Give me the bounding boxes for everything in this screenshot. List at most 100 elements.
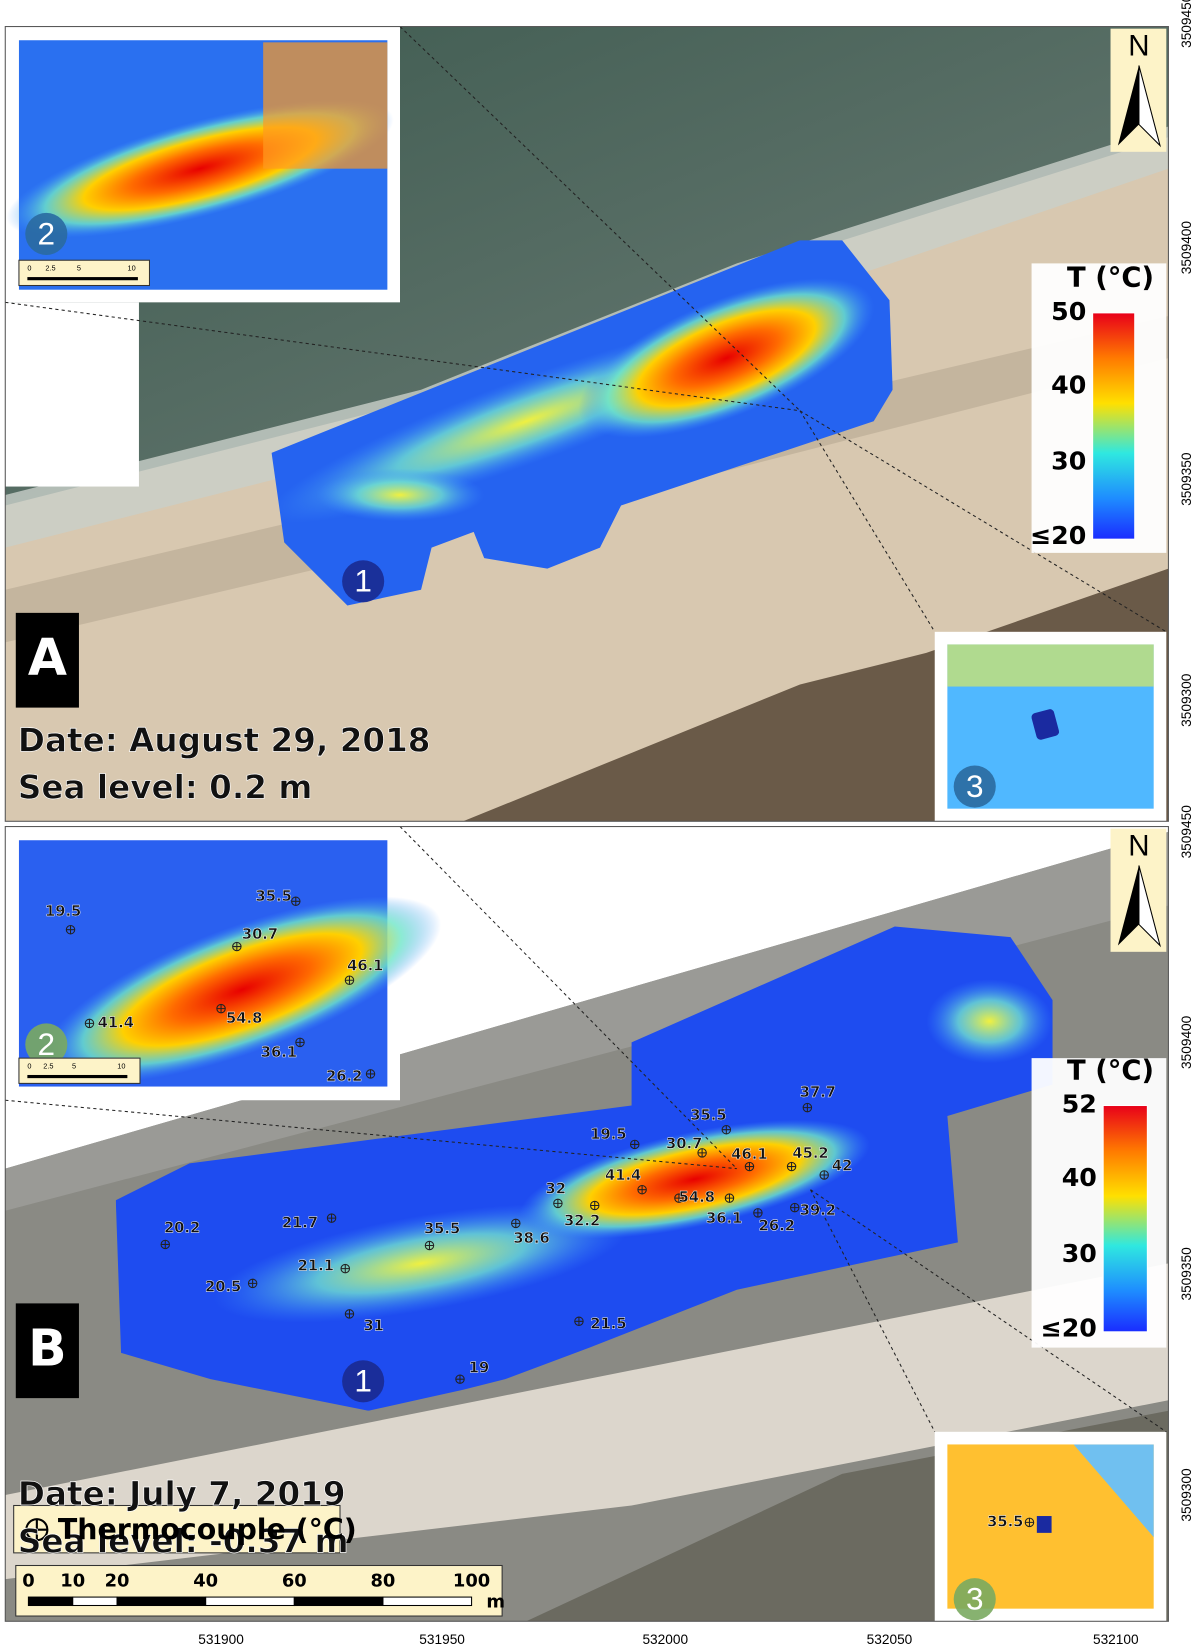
north-arrow — [1138, 865, 1162, 948]
inset-scale-tick: 5 — [72, 1061, 76, 1070]
thermocouple-value: 39.2 — [800, 1202, 836, 1219]
inset-scale-bar — [27, 277, 138, 281]
scale-segment — [382, 1596, 473, 1607]
thermocouple — [790, 1203, 799, 1212]
date: Date: August 29, 2018 — [18, 721, 431, 759]
northing-label: 3509350 — [1179, 452, 1194, 506]
thermocouple-value: 20.5 — [205, 1279, 241, 1296]
scale-tick: 40 — [193, 1570, 218, 1591]
inset-scale-box — [18, 1057, 141, 1084]
scale-tick: 100 — [453, 1570, 490, 1591]
thermocouple — [574, 1317, 584, 1326]
thermocouple-value: 37.7 — [800, 1084, 836, 1101]
panel-frame — [4, 26, 1169, 822]
thermocouple-value: 30.7 — [242, 926, 278, 943]
blank — [5, 302, 139, 487]
scale-segment — [116, 1596, 207, 1607]
northing-label: 3509350 — [1179, 1247, 1194, 1301]
scale-tick: 60 — [282, 1570, 307, 1591]
thermocouple — [291, 897, 300, 906]
connectors — [5, 26, 1167, 1433]
thermocouple-value: 20.2 — [164, 1220, 200, 1237]
thermocouple-value: 36.1 — [261, 1044, 297, 1061]
easting-label: 531900 — [198, 1632, 244, 1647]
scale-box — [15, 1564, 503, 1617]
thermocouple — [674, 1193, 684, 1203]
inset-marker — [953, 1578, 996, 1621]
inset-scale-tick: 5 — [77, 264, 81, 273]
northing-label: 3509450 — [1179, 805, 1194, 859]
inset-scale-tick: 10 — [127, 264, 135, 273]
thermocouple-value: 46.1 — [731, 1146, 767, 1163]
thermocouple — [725, 1193, 734, 1203]
northing-label: 3509300 — [1179, 1468, 1194, 1522]
thermocouple-value: 19.5 — [45, 903, 81, 920]
surf — [5, 831, 1169, 1211]
thermocouple-value: 26.2 — [759, 1218, 795, 1235]
easting-label: 532100 — [1093, 1632, 1139, 1647]
inset-scale-box — [18, 259, 150, 287]
thermocouple — [745, 1162, 754, 1171]
thermocouple-value: 21.7 — [282, 1214, 318, 1231]
thermocouple-value: 46.1 — [347, 958, 383, 975]
colorbar-title: T (°C) — [1067, 263, 1154, 294]
thermocouple-value: 35.5 — [987, 1513, 1023, 1530]
thermocouple-value: 41.4 — [605, 1167, 641, 1184]
inset-scale-tick: 2.5 — [45, 264, 55, 273]
thermocouple — [787, 1162, 796, 1171]
panel-letter: B — [28, 1318, 67, 1377]
thermocouple-value: 41.4 — [98, 1014, 134, 1031]
thermocouple-value: 32.2 — [564, 1212, 600, 1229]
inset-number: 2 — [38, 1026, 56, 1062]
inset-marker — [342, 1360, 385, 1403]
colorbar-title: T (°C) — [1067, 1055, 1154, 1086]
thermocouple — [341, 1264, 350, 1273]
north-label: N — [1128, 829, 1149, 862]
inset-hot — [263, 42, 388, 169]
northing-label: 3509400 — [1179, 1015, 1194, 1069]
north-arrow — [1117, 865, 1139, 946]
thermocouple — [697, 1148, 707, 1158]
thermocouple-value: 31 — [363, 1318, 383, 1335]
colorbar-tick: 30 — [1062, 1239, 1097, 1268]
inset-scale-tick: 10 — [117, 1061, 125, 1070]
thermocouple — [295, 1038, 305, 1047]
thermocouple — [345, 976, 354, 985]
thermocouple — [455, 1374, 465, 1384]
thermocouple — [66, 925, 75, 934]
panel-letter-box — [15, 1303, 79, 1399]
colorbar-tick: ≤20 — [1030, 521, 1086, 550]
thermocouple-value: 35.5 — [690, 1107, 726, 1124]
date: Date: July 7, 2019 — [18, 1475, 346, 1513]
colorbar — [1102, 1104, 1148, 1333]
scale-segment — [27, 1596, 74, 1607]
thermocouple — [722, 1125, 731, 1134]
thermocouple-value: 19 — [469, 1360, 489, 1377]
north-arrow — [1117, 65, 1139, 146]
easting-label: 532050 — [867, 1632, 913, 1647]
thermocouple-value: 54.8 — [679, 1189, 715, 1206]
thermocouple-value: 42 — [832, 1158, 852, 1175]
thermocouple-value: 21.1 — [298, 1258, 334, 1275]
scale-tick: 0 — [22, 1570, 34, 1591]
layer: A Date: August 29, 2018 Sea level: 0.2 m N T… — [18, 0, 1194, 1647]
colorbar-tick: 52 — [1062, 1090, 1097, 1119]
scale-segment — [293, 1596, 384, 1607]
north-arrow — [1138, 65, 1162, 148]
thermocouple — [85, 1019, 94, 1028]
inset-scale-tick: 0 — [27, 264, 31, 273]
easting-label: 531950 — [419, 1632, 465, 1647]
inset-marker — [342, 560, 385, 603]
sea-level: Sea level: -0.37 m — [18, 1522, 349, 1560]
colorbar-tick: 30 — [1051, 446, 1086, 475]
inset-number: 1 — [354, 563, 372, 599]
thermocouple — [1025, 1518, 1034, 1527]
thermocouple-value: 35.5 — [256, 888, 292, 905]
inset-number: 3 — [966, 1581, 984, 1617]
northing-label: 3509300 — [1179, 673, 1194, 727]
scale-tick: 10 — [60, 1570, 85, 1591]
thermocouple — [232, 942, 242, 951]
thermocouple-value: 36.1 — [706, 1210, 742, 1227]
